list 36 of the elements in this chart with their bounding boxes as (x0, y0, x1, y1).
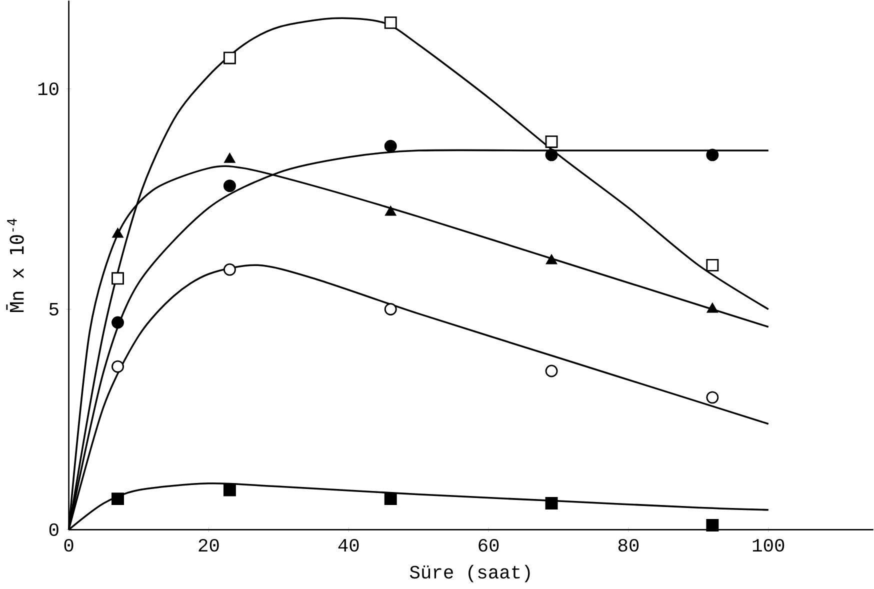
point (223, 264, 236, 276)
y-tick-label: 0 (49, 524, 58, 536)
x-tick-label: 40 (338, 539, 359, 552)
point (223, 484, 236, 496)
x-axis-title: Süre (saat) (410, 565, 530, 583)
y-tick-label: 10 (38, 82, 58, 96)
point (112, 360, 124, 374)
point (545, 148, 558, 162)
y-tick-label: 5 (49, 303, 58, 316)
point (706, 303, 718, 313)
point (545, 364, 558, 378)
point (545, 497, 558, 510)
point (384, 303, 397, 316)
y-axis-title: M̄n x 10$^{-4}$ (6, 218, 24, 312)
point (223, 180, 236, 192)
x-tick-label: 20 (198, 539, 219, 552)
point (706, 259, 719, 272)
point (546, 254, 558, 264)
x-tick-label: 60 (478, 539, 499, 552)
point (112, 228, 124, 238)
point (545, 136, 558, 148)
point (112, 316, 124, 329)
point (224, 153, 236, 164)
x-tick-label: 0 (64, 539, 74, 552)
point (384, 16, 397, 30)
point (385, 206, 396, 216)
x-tick-label: 100 (752, 539, 784, 552)
point (112, 492, 124, 506)
point (384, 492, 397, 506)
x-tick-label: 80 (618, 539, 639, 552)
point (384, 140, 397, 153)
point (112, 272, 124, 285)
point (706, 148, 719, 162)
point (706, 391, 719, 404)
point (706, 519, 719, 532)
point (223, 52, 236, 64)
